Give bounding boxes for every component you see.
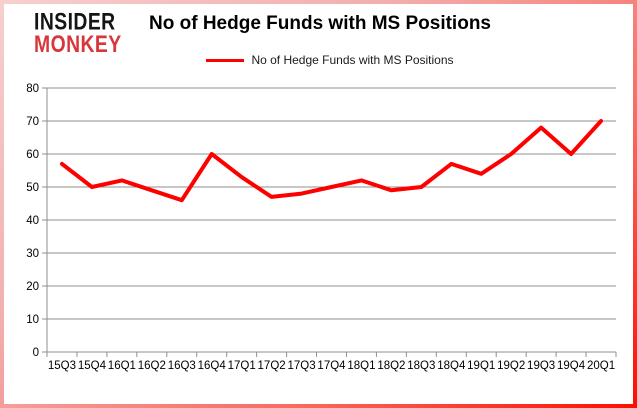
x-tick-label: 17Q3 xyxy=(287,360,315,372)
legend-line-swatch xyxy=(206,58,245,62)
y-tick-label: 20 xyxy=(26,281,39,293)
series-line xyxy=(59,119,604,203)
x-tick-label: 17Q1 xyxy=(228,360,256,372)
x-tick-label: 18Q4 xyxy=(437,360,466,372)
y-tick-label: 50 xyxy=(26,182,39,194)
x-tick-label: 16Q2 xyxy=(138,360,166,372)
x-tick-label: 20Q1 xyxy=(587,360,615,372)
x-tick-label: 17Q2 xyxy=(258,360,286,372)
x-tick-label: 16Q4 xyxy=(198,360,227,372)
x-tick-label: 16Q3 xyxy=(168,360,196,372)
x-tick-label: 18Q3 xyxy=(407,360,435,372)
x-tick-label: 18Q2 xyxy=(377,360,405,372)
x-tick-label: 17Q4 xyxy=(317,360,346,372)
y-tick-label: 60 xyxy=(26,149,39,161)
chart-legend: No of Hedge Funds with MS Positions xyxy=(0,53,637,67)
x-tick-label: 19Q2 xyxy=(497,360,525,372)
x-tick-label: 19Q4 xyxy=(557,360,586,372)
x-tick-label: 19Q1 xyxy=(467,360,495,372)
x-tick-label: 15Q4 xyxy=(78,360,107,372)
x-tick-label: 16Q1 xyxy=(108,360,136,372)
y-tick-label: 0 xyxy=(33,347,39,359)
chart-title: No of Hedge Funds with MS Positions xyxy=(149,13,491,34)
y-tick-label: 80 xyxy=(26,83,39,95)
x-tick-label: 19Q3 xyxy=(527,360,555,372)
y-tick-label: 30 xyxy=(26,248,39,260)
y-tick-label: 10 xyxy=(26,314,39,326)
y-tick-label: 40 xyxy=(26,215,39,227)
x-tick-label: 15Q3 xyxy=(48,360,76,372)
x-tick-label: 18Q1 xyxy=(347,360,375,372)
y-tick-label: 70 xyxy=(26,116,39,128)
legend-label: No of Hedge Funds with MS Positions xyxy=(251,53,454,67)
